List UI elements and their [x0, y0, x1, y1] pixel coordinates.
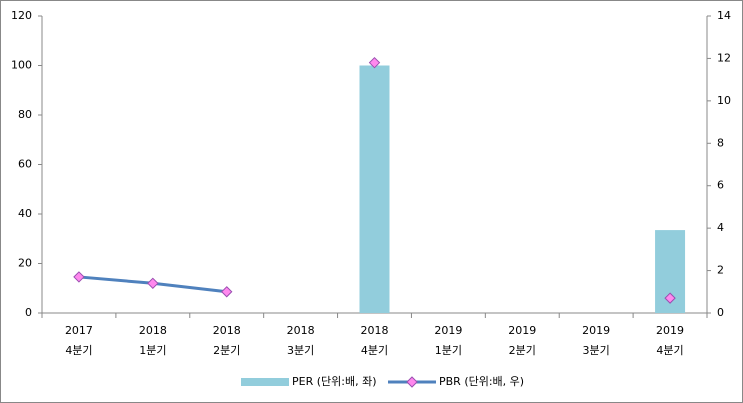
x-tick-label: 2018: [287, 324, 315, 337]
bar: [359, 65, 390, 313]
line-marker: [73, 271, 85, 283]
x-tick-label: 2분기: [213, 344, 240, 357]
legend-label: PBR (단위:배, 우): [439, 375, 524, 388]
y2-tick-label: 14: [717, 9, 731, 22]
x-tick-label: 3분기: [583, 344, 610, 357]
y-tick-label: 80: [18, 108, 32, 121]
x-tick-label: 3분기: [287, 344, 314, 357]
x-tick-label: 2분기: [509, 344, 536, 357]
y-tick-label: 40: [18, 207, 32, 220]
x-tick-label: 2017: [65, 324, 93, 337]
line-marker: [221, 286, 233, 298]
x-tick-label: 1분기: [139, 344, 166, 357]
x-tick-label: 2018: [139, 324, 167, 337]
y2-tick-label: 8: [717, 136, 724, 149]
y-tick-label: 120: [11, 9, 32, 22]
x-tick-label: 2018: [361, 324, 389, 337]
y2-tick-label: 2: [717, 264, 724, 277]
y-tick-label: 0: [25, 306, 32, 319]
x-tick-label: 2019: [656, 324, 684, 337]
x-tick-label: 4분기: [656, 344, 683, 357]
y2-tick-label: 4: [717, 221, 724, 234]
y-tick-label: 20: [18, 257, 32, 270]
legend-swatch: [241, 378, 289, 386]
y2-tick-label: 6: [717, 179, 724, 192]
legend-label: PER (단위:배, 좌): [292, 375, 377, 388]
x-tick-label: 2018: [213, 324, 241, 337]
line-marker: [664, 292, 676, 304]
y-tick-label: 60: [18, 158, 32, 171]
x-tick-label: 2019: [582, 324, 610, 337]
y2-tick-label: 0: [717, 306, 724, 319]
x-tick-label: 2019: [434, 324, 462, 337]
line-marker: [147, 277, 159, 290]
x-tick-label: 4분기: [65, 344, 92, 357]
y2-tick-label: 12: [717, 51, 731, 64]
x-tick-label: 2019: [508, 324, 536, 337]
x-tick-label: 1분기: [435, 344, 462, 357]
line-marker: [368, 56, 381, 69]
y2-tick-label: 10: [717, 94, 731, 107]
legend-marker: [406, 376, 418, 388]
x-tick-label: 4분기: [361, 344, 388, 357]
y-tick-label: 100: [11, 59, 32, 72]
